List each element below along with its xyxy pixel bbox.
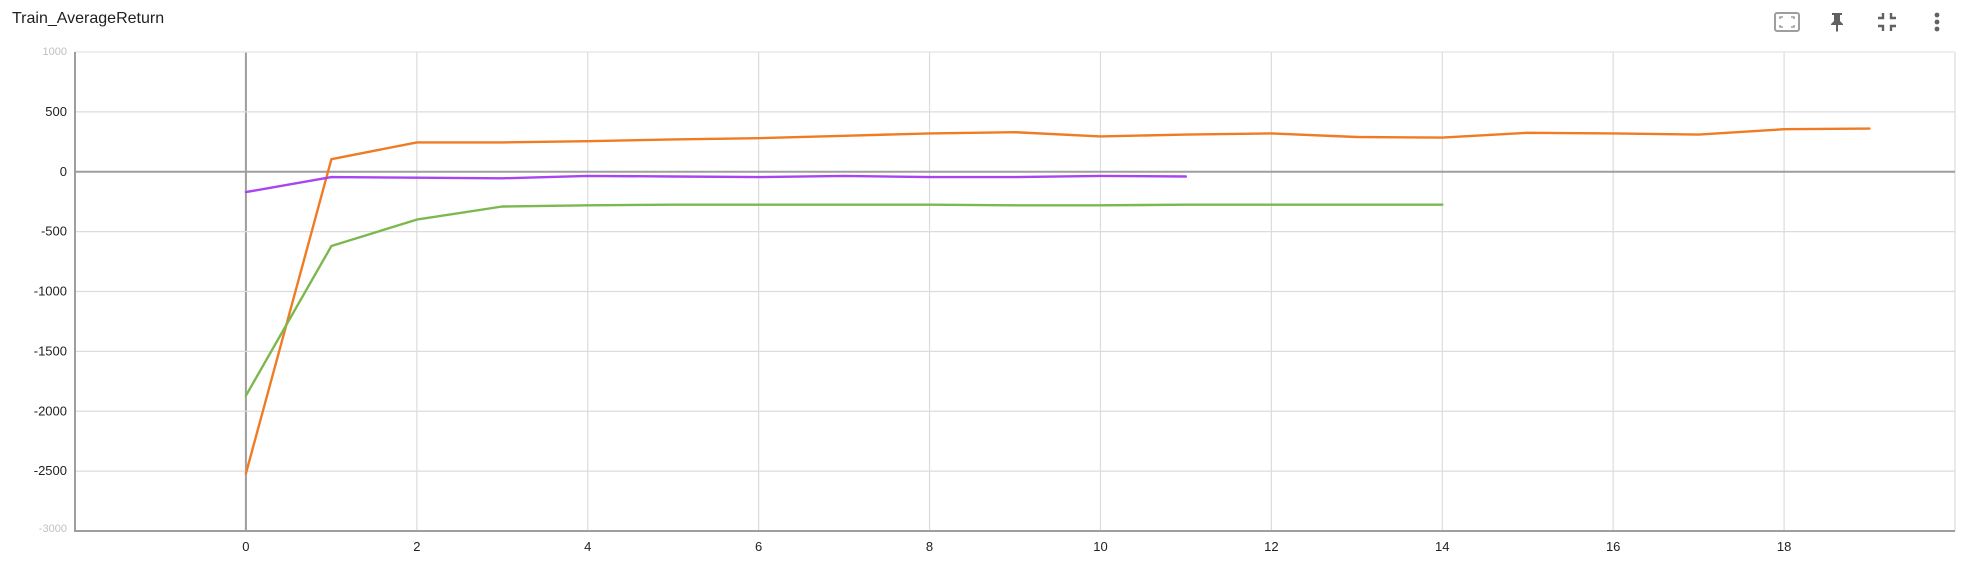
label-layer: 0 2 4 6 8 10 12 14 16 18 -2500 -2000 -1500 -1000 -500 0… bbox=[34, 46, 1792, 554]
more-options-button[interactable] bbox=[1915, 8, 1959, 36]
x-tick-label: 8 bbox=[926, 539, 933, 554]
y-tick-label: 500 bbox=[45, 104, 67, 119]
fit-domain-button[interactable] bbox=[1765, 8, 1809, 36]
x-tick-label: 6 bbox=[755, 539, 762, 554]
collapse-icon bbox=[1878, 13, 1896, 31]
x-tick-label: 2 bbox=[413, 539, 420, 554]
x-tick-label: 10 bbox=[1093, 539, 1107, 554]
collapse-button[interactable] bbox=[1865, 8, 1909, 36]
x-tick-label: 12 bbox=[1264, 539, 1278, 554]
series-layer bbox=[244, 127, 1871, 475]
y-tick-label: 0 bbox=[60, 164, 67, 179]
chart-title: Train_AverageReturn bbox=[12, 10, 165, 27]
chart-toolbar bbox=[1765, 8, 1959, 36]
pin-icon bbox=[1831, 13, 1843, 32]
y-tick-label: -2500 bbox=[34, 463, 67, 478]
grid-layer bbox=[75, 51, 1956, 531]
x-tick-label: 14 bbox=[1435, 539, 1449, 554]
series-line-3 bbox=[244, 203, 1444, 397]
x-tick-label: 4 bbox=[584, 539, 591, 554]
x-tick-label: 16 bbox=[1606, 539, 1620, 554]
y-tick-label-faded: -3000 bbox=[39, 523, 67, 535]
x-tick-label: 18 bbox=[1777, 539, 1791, 554]
y-tick-label: -1000 bbox=[34, 284, 67, 299]
axis-layer bbox=[74, 52, 1955, 532]
fit-domain-icon bbox=[1774, 12, 1800, 32]
y-tick-label: -500 bbox=[41, 224, 67, 239]
series-line-2 bbox=[244, 174, 1188, 194]
x-tick-label: 0 bbox=[242, 539, 249, 554]
y-tick-label: -1500 bbox=[34, 343, 67, 358]
y-tick-label-faded: 1000 bbox=[43, 46, 67, 58]
series-line-1 bbox=[244, 127, 1871, 475]
more-vert-icon bbox=[1934, 12, 1940, 32]
pin-button[interactable] bbox=[1815, 8, 1859, 36]
y-tick-label: -2000 bbox=[34, 403, 67, 418]
